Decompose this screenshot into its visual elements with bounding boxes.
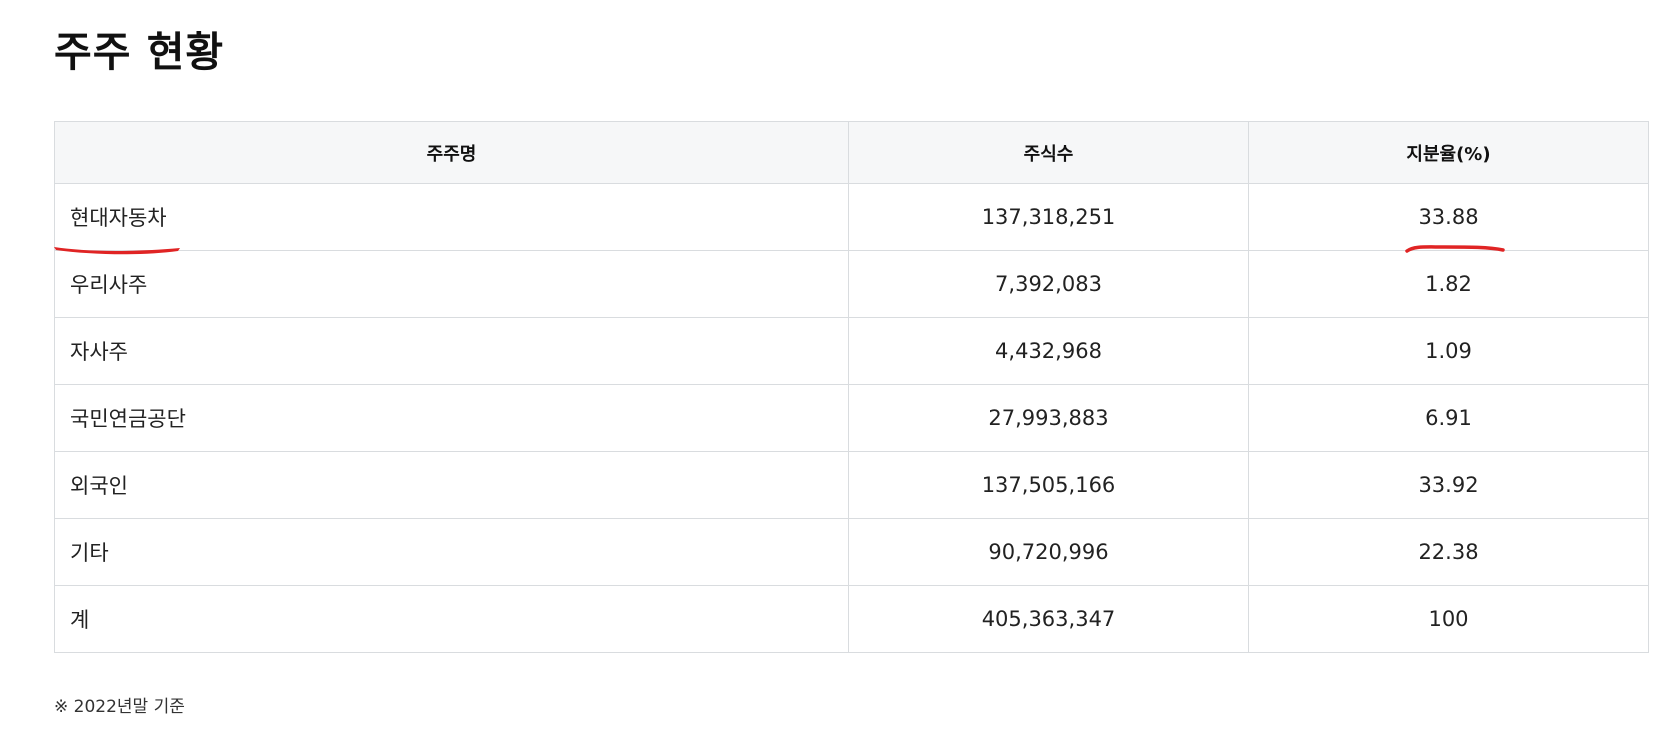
footnote: ※ 2022년말 기준 xyxy=(54,697,185,717)
table-row: 우리사주 7,392,083 1.82 xyxy=(54,250,1649,318)
percent-cell: 1.09 xyxy=(1248,317,1649,385)
share-count-cell: 137,318,251 xyxy=(848,183,1249,251)
table-row: 자사주 4,432,968 1.09 xyxy=(54,317,1649,385)
column-header-shares: 주식수 xyxy=(848,121,1249,184)
shareholder-name-cell: 기타 xyxy=(54,518,849,586)
shareholder-name-cell: 우리사주 xyxy=(54,250,849,318)
table-total-row: 계 405,363,347 100 xyxy=(54,585,1649,653)
shareholder-table: 주주명 주식수 지분율(%) 현대자동차 137,318,251 xyxy=(54,121,1649,653)
share-count-cell: 137,505,166 xyxy=(848,451,1249,519)
shareholder-table-container: 주주명 주식수 지분율(%) 현대자동차 137,318,251 xyxy=(54,121,1649,653)
percent-text: 33.88 xyxy=(1418,205,1479,229)
total-label-cell: 계 xyxy=(54,585,849,653)
share-count-cell: 27,993,883 xyxy=(848,384,1249,452)
share-count-cell: 90,720,996 xyxy=(848,518,1249,586)
page-title: 주주 현황 xyxy=(54,28,225,76)
column-header-percent: 지분율(%) xyxy=(1248,121,1649,184)
share-count-cell: 4,432,968 xyxy=(848,317,1249,385)
percent-cell: 33.92 xyxy=(1248,451,1649,519)
column-header-shareholder: 주주명 xyxy=(54,121,849,184)
share-count-cell: 7,392,083 xyxy=(848,250,1249,318)
percent-cell: 1.82 xyxy=(1248,250,1649,318)
table-row: 현대자동차 137,318,251 33.88 xyxy=(54,183,1649,255)
table-row: 외국인 137,505,166 33.92 xyxy=(54,451,1649,519)
table-row: 국민연금공단 27,993,883 6.91 xyxy=(54,384,1649,452)
shareholder-name-cell: 국민연금공단 xyxy=(54,384,849,452)
shareholder-name-cell: 자사주 xyxy=(54,317,849,385)
shareholder-name-cell: 외국인 xyxy=(54,451,849,519)
percent-cell: 22.38 xyxy=(1248,518,1649,586)
percent-cell: 33.88 xyxy=(1248,183,1649,253)
table-header-row: 주주명 주식수 지분율(%) xyxy=(54,121,1649,184)
table-row: 기타 90,720,996 22.38 xyxy=(54,518,1649,586)
shareholder-name-cell: 현대자동차 xyxy=(54,183,849,255)
percent-value: 33.88 xyxy=(1405,205,1506,253)
shareholder-name-text: 현대자동차 xyxy=(70,206,167,230)
shareholder-name: 현대자동차 xyxy=(54,202,180,255)
total-shares-cell: 405,363,347 xyxy=(848,585,1249,653)
percent-cell: 6.91 xyxy=(1248,384,1649,452)
total-percent-cell: 100 xyxy=(1248,585,1649,653)
